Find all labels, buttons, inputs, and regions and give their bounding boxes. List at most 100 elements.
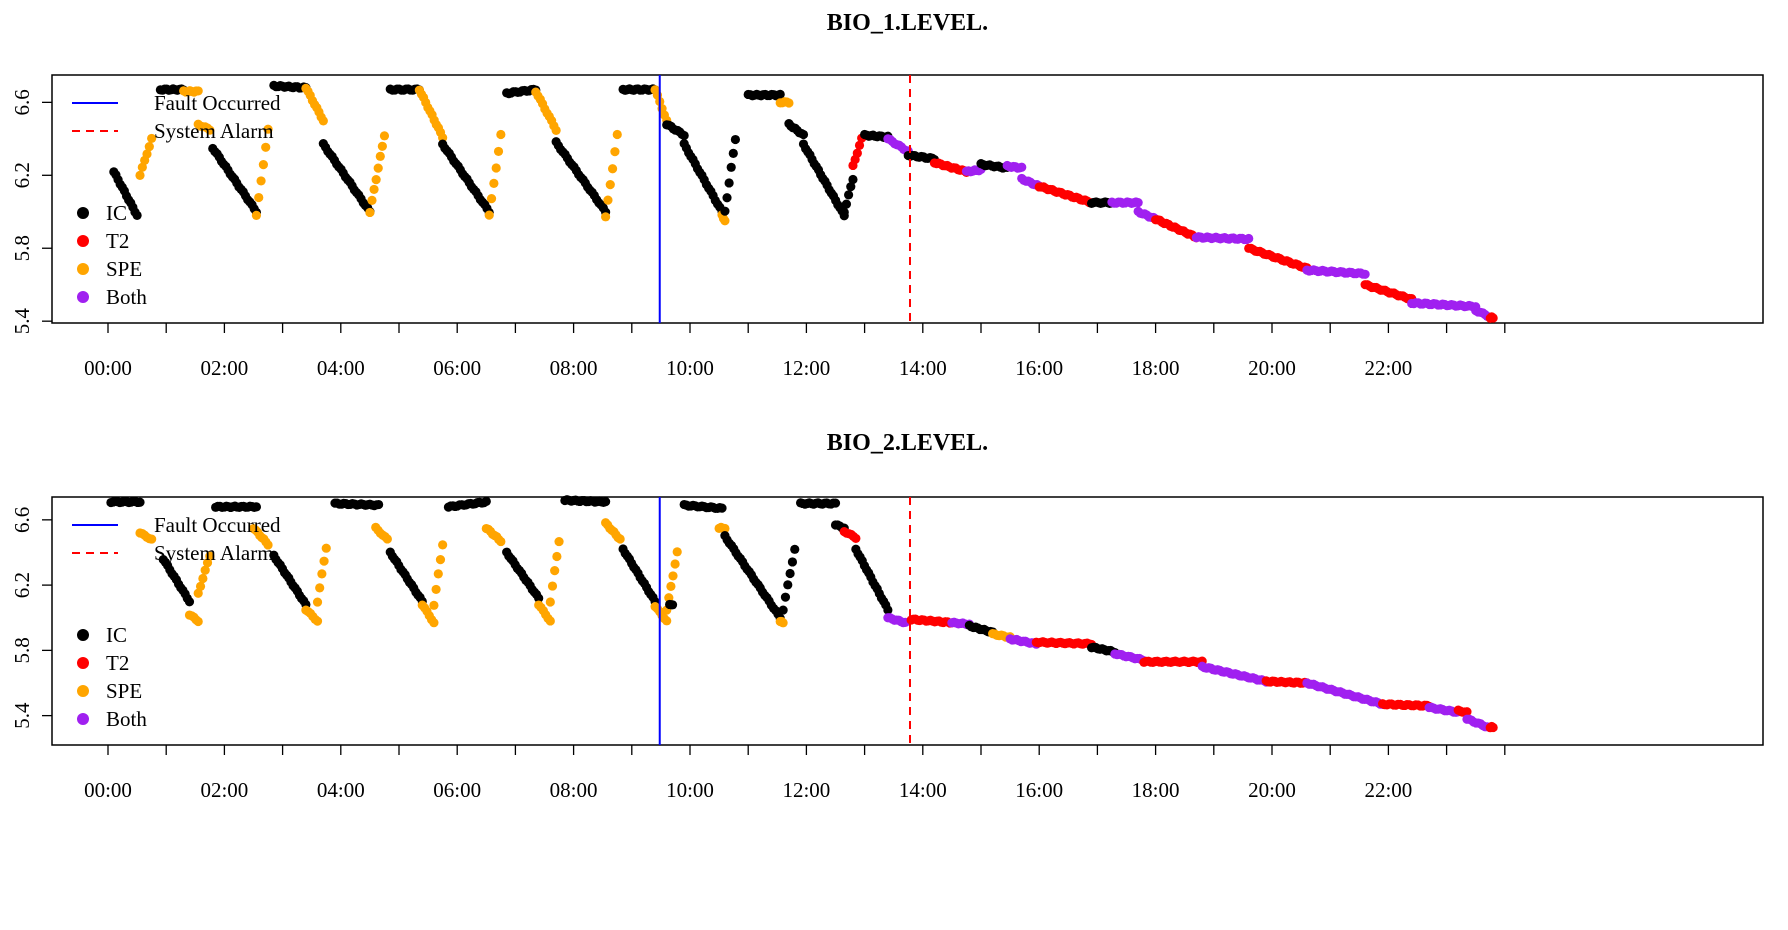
legend-swatch-spe bbox=[77, 685, 89, 697]
y-tick-label: 5.4 bbox=[10, 702, 34, 729]
data-point-spe bbox=[486, 194, 497, 204]
data-point-ic bbox=[722, 193, 732, 203]
data-point-spe bbox=[670, 559, 680, 569]
data-point-ic bbox=[667, 600, 678, 610]
data-point-spe bbox=[147, 133, 157, 144]
x-tick-label: 10:00 bbox=[666, 356, 714, 380]
legend-swatch-both bbox=[77, 291, 89, 303]
data-point-spe bbox=[552, 551, 562, 562]
data-point-spe bbox=[263, 540, 273, 550]
data-point-ic bbox=[848, 174, 858, 185]
chart-title: BIO_1.LEVEL. bbox=[827, 10, 988, 36]
legend-swatch-t2 bbox=[77, 235, 89, 247]
data-point-spe bbox=[144, 142, 154, 152]
x-tick-label: 02:00 bbox=[200, 778, 248, 802]
data-point-spe bbox=[315, 583, 325, 593]
legend-swatch-both bbox=[77, 713, 89, 725]
data-point-both bbox=[1133, 198, 1143, 208]
x-tick-label: 08:00 bbox=[550, 356, 598, 380]
x-tick-label: 06:00 bbox=[433, 356, 481, 380]
data-point-ic bbox=[481, 496, 491, 506]
legend-swatch-t2 bbox=[77, 657, 89, 669]
data-point-spe bbox=[429, 600, 439, 610]
data-point-spe bbox=[317, 569, 327, 579]
x-tick-label: 12:00 bbox=[782, 778, 830, 802]
data-point-spe bbox=[312, 597, 323, 607]
legend-label-both: Both bbox=[106, 707, 147, 731]
data-point-ic bbox=[798, 129, 809, 140]
legend-fault-label: Fault Occurred bbox=[154, 91, 281, 115]
data-point-spe bbox=[612, 129, 622, 140]
data-point-ic bbox=[720, 206, 730, 216]
data-point-spe bbox=[672, 547, 682, 557]
data-point-spe bbox=[375, 151, 385, 161]
x-tick-label: 10:00 bbox=[666, 778, 714, 802]
x-tick-label: 00:00 bbox=[84, 778, 132, 802]
x-tick-label: 20:00 bbox=[1248, 778, 1296, 802]
data-point-spe bbox=[135, 170, 145, 180]
data-point-spe bbox=[193, 86, 203, 96]
data-point-both bbox=[1017, 162, 1027, 172]
x-tick-label: 18:00 bbox=[1132, 356, 1180, 380]
data-point-spe bbox=[251, 210, 262, 220]
data-point-spe bbox=[438, 540, 448, 550]
data-point-t2 bbox=[851, 533, 861, 544]
legend-label-both: Both bbox=[106, 285, 147, 309]
x-tick-label: 16:00 bbox=[1015, 778, 1063, 802]
data-point-spe bbox=[545, 597, 555, 607]
data-point-spe bbox=[664, 593, 674, 603]
data-point-ic bbox=[787, 557, 798, 567]
x-tick-label: 16:00 bbox=[1015, 356, 1063, 380]
data-point-spe bbox=[720, 523, 730, 534]
chart-title: BIO_2.LEVEL. bbox=[827, 430, 988, 456]
data-point-spe bbox=[607, 164, 618, 174]
data-point-ic bbox=[883, 605, 893, 615]
data-point-ic bbox=[790, 544, 800, 554]
data-point-ic bbox=[534, 593, 544, 603]
data-point-ic bbox=[135, 497, 145, 507]
data-point-ic bbox=[775, 89, 785, 99]
data-point-t2 bbox=[852, 148, 862, 158]
data-point-ic bbox=[184, 597, 195, 607]
data-point-spe bbox=[554, 536, 564, 547]
data-point-t2 bbox=[854, 140, 865, 150]
x-tick-label: 20:00 bbox=[1248, 356, 1296, 380]
data-point-spe bbox=[382, 534, 392, 544]
data-point-spe bbox=[367, 195, 377, 205]
data-point-spe bbox=[615, 534, 625, 544]
x-tick-label: 04:00 bbox=[317, 778, 365, 802]
y-tick-label: 5.8 bbox=[10, 235, 34, 261]
data-point-spe bbox=[195, 581, 206, 592]
data-point-spe bbox=[547, 581, 558, 591]
data-point-spe bbox=[489, 178, 499, 188]
data-point-spe bbox=[377, 141, 387, 151]
data-point-ic bbox=[839, 207, 849, 217]
data-point-spe bbox=[198, 573, 208, 584]
data-point-spe bbox=[379, 131, 390, 141]
data-point-spe bbox=[666, 581, 676, 591]
data-point-spe bbox=[603, 195, 613, 205]
data-point-ic bbox=[679, 130, 689, 141]
data-point-ic bbox=[783, 580, 793, 590]
data-point-spe bbox=[662, 616, 672, 626]
plot-frame bbox=[51, 496, 1764, 746]
scatter-points bbox=[106, 495, 1498, 733]
data-point-spe bbox=[429, 618, 439, 628]
data-point-spe bbox=[319, 556, 329, 566]
legend: Fault Occurred System Alarm IC T2 SPE Both bbox=[72, 91, 281, 309]
legend-label-spe: SPE bbox=[106, 257, 142, 281]
legend-swatch-spe bbox=[77, 263, 89, 275]
data-point-both bbox=[1360, 269, 1370, 279]
data-point-spe bbox=[256, 176, 266, 186]
data-point-both bbox=[1244, 233, 1254, 244]
y-tick-label: 5.8 bbox=[10, 637, 34, 663]
x-tick-label: 22:00 bbox=[1364, 778, 1412, 802]
data-point-spe bbox=[369, 184, 379, 195]
data-point-spe bbox=[496, 129, 506, 140]
data-point-ic bbox=[726, 162, 736, 172]
data-point-spe bbox=[321, 543, 331, 553]
data-point-spe bbox=[484, 210, 494, 220]
data-point-ic bbox=[730, 134, 741, 145]
data-point-spe bbox=[373, 163, 383, 173]
x-tick-label: 06:00 bbox=[433, 778, 481, 802]
